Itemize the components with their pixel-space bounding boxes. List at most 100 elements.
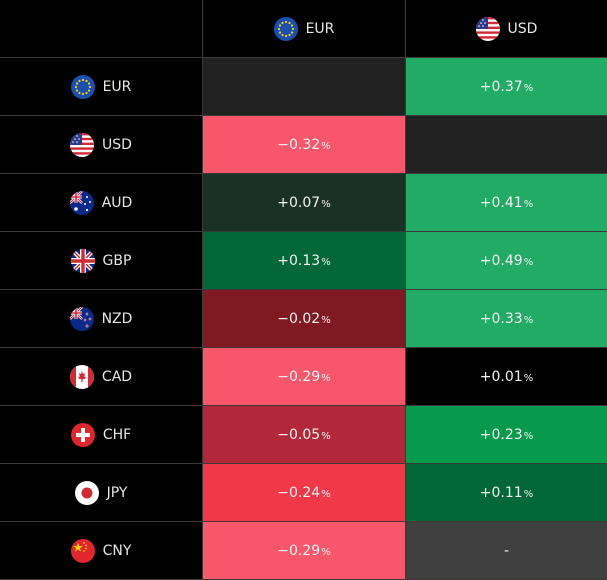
rate-value: +0.01% (480, 369, 533, 385)
column-header-eur[interactable]: EUR (203, 0, 406, 58)
percent-sign: % (321, 198, 331, 210)
rate-number: +0.41 (479, 194, 523, 211)
rate-value: +0.11% (480, 485, 533, 501)
rate-number: −0.29 (277, 542, 321, 559)
percent-sign: % (523, 314, 534, 326)
eu-flag-icon (273, 16, 298, 41)
percent-sign: % (321, 488, 331, 500)
row-header-jpy[interactable]: JPY (0, 464, 203, 522)
rate-cell[interactable]: +0.23% (406, 406, 607, 464)
column-header-label: EUR (305, 20, 335, 37)
row-header-label: NZD (101, 310, 133, 327)
rate-cell[interactable]: +0.11% (406, 464, 607, 522)
rate-number: −0.29 (277, 368, 321, 385)
row-header-label: GBP (102, 252, 132, 269)
rate-value: −0.05% (277, 427, 330, 443)
row-header-currency: NZD (69, 306, 133, 331)
rate-value: +0.13% (277, 253, 330, 269)
rate-cell[interactable] (203, 58, 406, 116)
row-header-label: JPY (106, 484, 128, 501)
row-header-nzd[interactable]: NZD (0, 290, 203, 348)
rate-number: +0.23 (479, 426, 523, 443)
rate-value: −0.29% (277, 369, 330, 385)
row-header-label: CAD (101, 368, 133, 385)
rate-value: +0.07% (277, 195, 330, 211)
percent-sign: % (321, 430, 331, 442)
row-header-currency: EUR (70, 74, 132, 99)
jp-flag-icon (74, 480, 99, 505)
rate-value: −0.02% (277, 311, 330, 327)
row-header-eur[interactable]: EUR (0, 58, 203, 116)
row-header-cny[interactable]: CNY (0, 522, 203, 580)
row-header-currency: CHF (70, 422, 131, 447)
us-flag-icon (70, 132, 95, 157)
rate-number: +0.11 (479, 484, 523, 501)
rate-value: +0.41% (480, 195, 533, 211)
row-header-currency: CNY (70, 538, 132, 563)
rate-number: −0.32 (277, 136, 321, 153)
rate-value: −0.32% (277, 137, 330, 153)
rate-cell[interactable]: −0.24% (203, 464, 406, 522)
percent-sign: % (321, 256, 331, 268)
us-flag-icon (475, 16, 500, 41)
rate-cell[interactable]: +0.01% (406, 348, 607, 406)
rate-cell[interactable]: +0.37% (406, 58, 607, 116)
column-header-usd[interactable]: USD (406, 0, 607, 58)
rate-cell[interactable]: −0.32% (203, 116, 406, 174)
rate-cell[interactable]: −0.02% (203, 290, 406, 348)
rate-value: +0.37% (480, 79, 533, 95)
rate-number: −0.24 (277, 484, 321, 501)
rate-cell[interactable]: +0.49% (406, 232, 607, 290)
gb-flag-icon (70, 248, 95, 273)
row-header-label: USD (102, 136, 132, 153)
rate-cell[interactable]: +0.33% (406, 290, 607, 348)
rate-value: +0.23% (480, 427, 533, 443)
row-header-cad[interactable]: CAD (0, 348, 203, 406)
row-header-chf[interactable]: CHF (0, 406, 203, 464)
rate-number: −0.02 (277, 310, 321, 327)
rate-number: +0.33 (479, 310, 523, 327)
au-flag-icon (69, 190, 94, 215)
percent-sign: % (523, 372, 534, 384)
rate-cell[interactable]: - (406, 522, 607, 580)
nz-flag-icon (69, 306, 94, 331)
cn-flag-icon (70, 538, 95, 563)
percent-sign: % (321, 372, 331, 384)
row-header-usd[interactable]: USD (0, 116, 203, 174)
column-header-label: USD (507, 20, 538, 37)
row-header-label: AUD (101, 194, 133, 211)
rate-cell[interactable]: −0.29% (203, 348, 406, 406)
row-header-gbp[interactable]: GBP (0, 232, 203, 290)
rate-value: - (504, 543, 509, 559)
percent-sign: % (523, 488, 534, 500)
ch-flag-icon (70, 422, 95, 447)
row-header-aud[interactable]: AUD (0, 174, 203, 232)
rate-number: - (503, 542, 510, 559)
rate-cell[interactable]: +0.41% (406, 174, 607, 232)
percent-sign: % (321, 140, 331, 152)
row-header-currency: JPY (74, 480, 128, 505)
row-header-currency: GBP (70, 248, 132, 273)
percent-sign: % (523, 82, 534, 94)
rate-value: −0.24% (277, 485, 330, 501)
percent-sign: % (523, 198, 534, 210)
percent-sign: % (523, 430, 534, 442)
row-header-label: EUR (102, 78, 132, 95)
rate-value: −0.29% (277, 543, 330, 559)
column-header-currency: EUR (273, 16, 335, 41)
row-header-label: CNY (102, 542, 132, 559)
rate-number: +0.13 (277, 252, 321, 269)
rate-cell[interactable]: +0.13% (203, 232, 406, 290)
rate-cell[interactable]: +0.07% (203, 174, 406, 232)
rate-value: +0.49% (480, 253, 533, 269)
rate-number: +0.07 (277, 194, 321, 211)
rate-value: +0.33% (480, 311, 533, 327)
rate-cell[interactable] (406, 116, 607, 174)
rate-number: +0.49 (479, 252, 523, 269)
rate-cell[interactable]: −0.05% (203, 406, 406, 464)
eu-flag-icon (70, 74, 95, 99)
rate-number: −0.05 (277, 426, 321, 443)
corner-cell (0, 0, 203, 58)
rate-cell[interactable]: −0.29% (203, 522, 406, 580)
